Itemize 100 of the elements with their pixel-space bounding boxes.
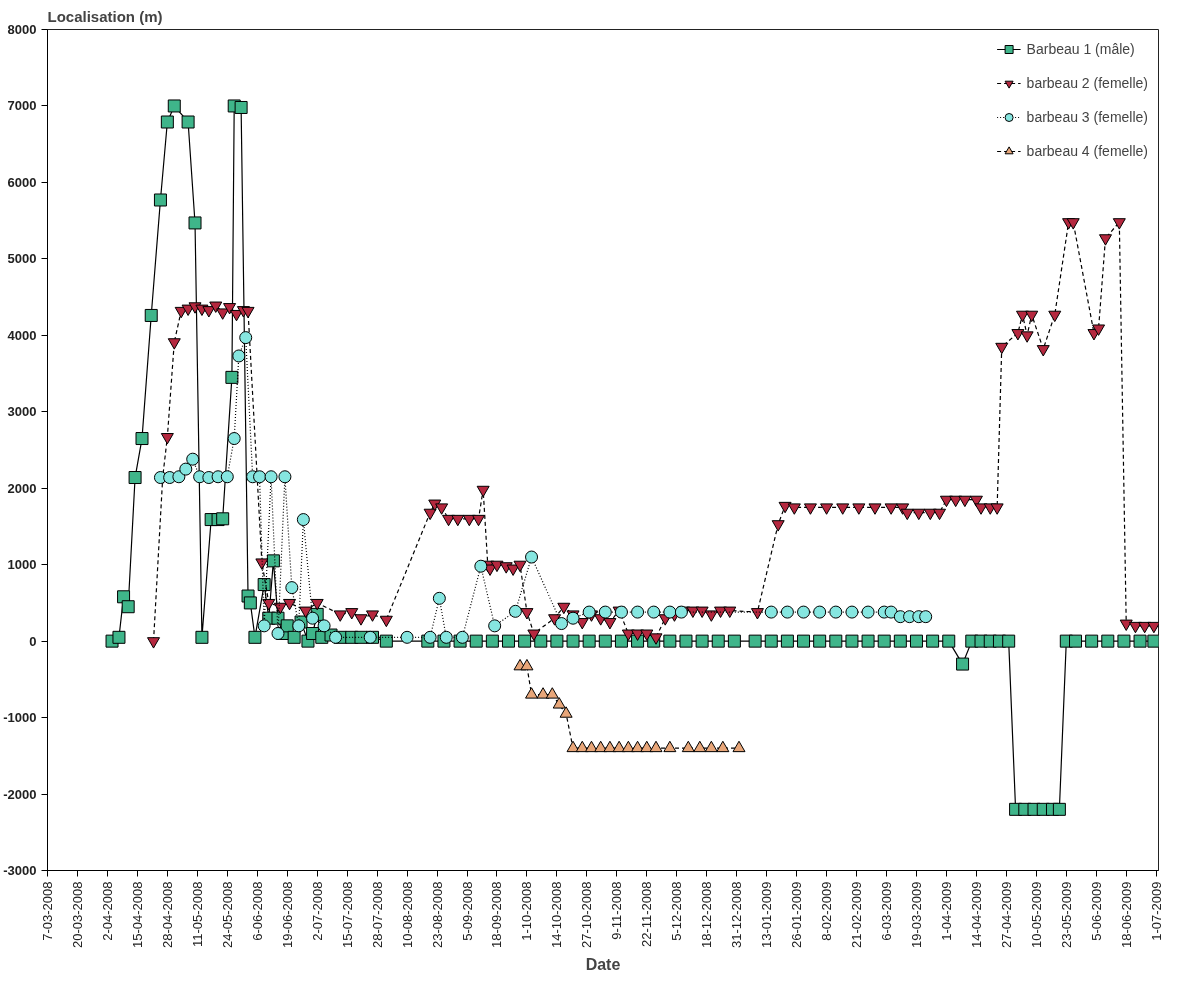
x-tick-label: 10-08-2008 — [399, 881, 415, 948]
point — [186, 452, 200, 466]
x-tick-label: 1-10-2008 — [519, 881, 535, 941]
point — [621, 740, 635, 753]
point — [555, 617, 569, 631]
x-tick-label: 1-07-2009 — [1148, 881, 1164, 941]
x-tick-label: 28-07-2008 — [369, 881, 385, 948]
x-tick-label: 21-02-2009 — [849, 881, 865, 948]
x-tick-label: 6-06-2008 — [249, 881, 265, 941]
point — [647, 605, 661, 619]
x-tick-label: 1-04-2009 — [938, 881, 954, 941]
x-tick-label: 15-07-2008 — [339, 881, 355, 948]
point — [732, 740, 746, 753]
point — [285, 581, 299, 595]
point — [545, 687, 559, 699]
point — [829, 605, 843, 619]
point — [780, 605, 794, 619]
y-tick-label: 5000 — [7, 251, 37, 267]
x-tick-label: 2-07-2008 — [309, 881, 325, 941]
x-tick-label: 14-10-2008 — [549, 881, 565, 948]
legend-label: barbeau 2 (femelle) — [1026, 75, 1148, 91]
y-tick-label: 8000 — [7, 22, 37, 37]
point — [227, 432, 241, 446]
point — [813, 605, 827, 619]
y-tick-label: 6000 — [7, 174, 37, 190]
point — [612, 740, 626, 753]
y-tick-label: -2000 — [3, 786, 37, 802]
y-tick-label: -3000 — [3, 863, 37, 878]
x-tick-label: 27-04-2009 — [998, 881, 1014, 948]
point — [329, 630, 343, 644]
legend-label: barbeau 3 (femelle) — [1026, 109, 1148, 125]
point — [423, 630, 437, 644]
x-tick-label: 22-11-2008 — [639, 881, 655, 948]
x-axis-title: Date — [585, 956, 621, 973]
x-tick-label: 24-05-2008 — [219, 881, 235, 948]
x-tick-label: 5-09-2008 — [459, 881, 475, 941]
point — [508, 604, 522, 618]
x-tick-label: 14-04-2009 — [968, 881, 984, 948]
point — [292, 619, 306, 633]
x-tick-label: 31-12-2008 — [729, 881, 745, 948]
point — [582, 605, 596, 619]
point — [520, 658, 534, 671]
y-tick-label: 2000 — [7, 480, 37, 496]
point — [559, 706, 573, 718]
point — [439, 630, 453, 644]
point — [296, 513, 310, 527]
x-tick-label: 20-03-2008 — [69, 881, 85, 948]
point — [764, 605, 778, 619]
y-tick-label: 4000 — [7, 327, 37, 343]
point — [488, 619, 502, 633]
point — [306, 611, 320, 625]
point — [400, 630, 414, 644]
y-tick-label: 1000 — [7, 557, 37, 573]
point — [232, 349, 246, 363]
x-tick-label: 18-09-2008 — [489, 881, 505, 948]
legend-label: Barbeau 1 (mâle) — [1026, 41, 1135, 57]
point — [716, 740, 730, 753]
point — [919, 610, 933, 624]
x-tick-label: 8-02-2009 — [819, 881, 835, 941]
x-tick-label: 23-05-2009 — [1058, 881, 1074, 948]
x-tick-label: 10-05-2009 — [1028, 881, 1044, 948]
point — [317, 619, 331, 633]
point — [432, 591, 446, 605]
x-tick-label: 18-12-2008 — [699, 881, 715, 948]
y-tick-label: -1000 — [3, 710, 37, 726]
x-tick-label: 9-11-2008 — [609, 881, 625, 940]
y-axis-title: Localisation (m) — [47, 7, 163, 25]
y-tick-label: 3000 — [7, 404, 37, 420]
x-tick-label: 18-06-2009 — [1118, 881, 1134, 948]
point — [566, 740, 580, 753]
point — [575, 740, 589, 753]
point — [253, 470, 267, 484]
point — [525, 687, 539, 699]
point — [257, 619, 271, 633]
point — [681, 740, 695, 753]
y-tick-label: 7000 — [7, 98, 37, 114]
point — [536, 687, 550, 699]
x-tick-label: 27-10-2008 — [579, 881, 595, 948]
point — [264, 470, 278, 484]
point — [797, 605, 811, 619]
point — [220, 470, 234, 484]
point — [861, 605, 875, 619]
point — [704, 740, 718, 753]
x-tick-label: 6-03-2009 — [879, 881, 895, 941]
x-tick-label: 11-05-2008 — [189, 881, 205, 948]
x-tick-label: 5-12-2008 — [669, 881, 685, 941]
point — [649, 740, 663, 753]
point — [552, 697, 566, 709]
point — [603, 740, 617, 753]
x-tick-label: 23-08-2008 — [429, 881, 445, 948]
point — [525, 550, 539, 564]
point — [278, 470, 292, 484]
point — [474, 559, 488, 573]
point — [631, 605, 645, 619]
x-tick-label: 26-01-2009 — [789, 881, 805, 948]
point — [271, 627, 285, 640]
x-tick-label: 15-04-2008 — [129, 881, 145, 948]
x-tick-label: 2-04-2008 — [99, 881, 115, 941]
point — [693, 740, 707, 753]
point — [455, 630, 469, 644]
